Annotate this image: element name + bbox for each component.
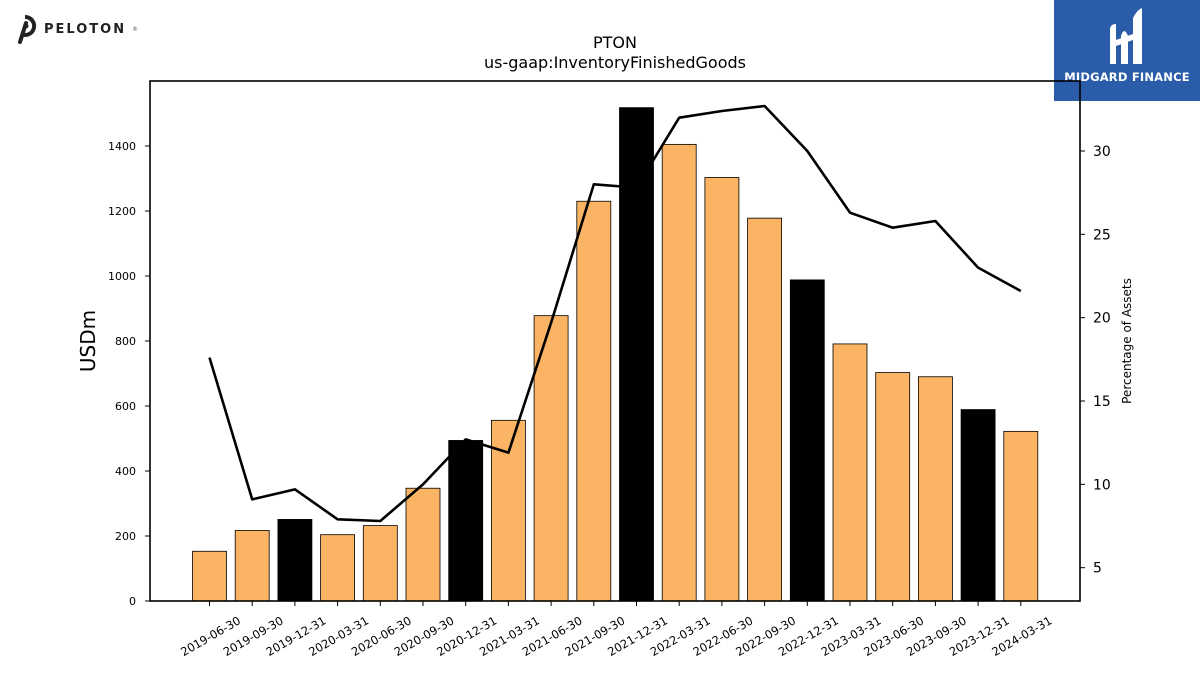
y-tick-label: 1200 — [108, 205, 136, 218]
chart-title: PTON — [593, 33, 637, 52]
bar-2020-03-31 — [320, 534, 356, 602]
y-axis-label: USDm — [76, 310, 100, 372]
bars-group — [192, 107, 1039, 602]
bar-2022-06-30 — [704, 177, 740, 602]
bar-2022-09-30 — [747, 217, 782, 602]
y2-tick-label: 5 — [1093, 561, 1102, 577]
y2-tick-label: 10 — [1093, 477, 1111, 493]
y-tick-label: 1000 — [108, 270, 136, 283]
bar-2021-09-30 — [576, 200, 612, 602]
bar-2023-06-30 — [875, 372, 911, 602]
midgard-finance-label: MIDGARD FINANCE — [1064, 70, 1190, 84]
bar-2019-09-30 — [234, 530, 270, 602]
bar-2023-12-31 — [960, 409, 996, 602]
bar-2023-03-31 — [832, 343, 868, 602]
bar-2021-03-31 — [490, 419, 526, 602]
brand-registered: ® — [132, 25, 139, 33]
bar-2020-09-30 — [405, 487, 441, 602]
y-tick-label: 800 — [115, 335, 136, 348]
y2-tick-label: 15 — [1093, 394, 1111, 410]
bar-2022-03-31 — [661, 143, 697, 602]
bar-2022-12-31 — [789, 279, 825, 602]
bar-2021-12-31 — [619, 107, 654, 602]
bar-2019-06-30 — [192, 550, 227, 602]
line-group — [208, 104, 1022, 523]
percentage-line — [208, 104, 1022, 523]
midgard-finance-logo: MIDGARD FINANCE — [1054, 0, 1200, 101]
bar-2023-09-30 — [918, 376, 953, 602]
y2-tick-label: 25 — [1093, 227, 1111, 243]
y-tick-label: 600 — [115, 400, 136, 413]
bar-2021-06-30 — [533, 315, 569, 602]
y-tick-label: 0 — [129, 595, 136, 608]
bar-2019-12-31 — [277, 519, 313, 602]
peloton-p-icon — [18, 14, 37, 44]
y2-axis-label: Percentage of Assets — [1120, 278, 1134, 404]
bar-2024-03-31 — [1003, 430, 1039, 602]
brand-name: PELOTON — [44, 21, 127, 37]
y-tick-label: 400 — [115, 465, 136, 478]
y2-tick-label: 30 — [1093, 144, 1111, 160]
midgard-mark-icon — [1110, 8, 1142, 64]
peloton-logo: PELOTON ® — [14, 14, 138, 44]
y-tick-label: 200 — [115, 530, 136, 543]
y-tick-label: 1400 — [108, 140, 136, 153]
bar-2020-06-30 — [362, 525, 398, 602]
y2-tick-label: 20 — [1093, 311, 1111, 327]
chart-subtitle: us-gaap:InventoryFinishedGoods — [484, 53, 746, 72]
bar-2020-12-31 — [448, 440, 484, 602]
